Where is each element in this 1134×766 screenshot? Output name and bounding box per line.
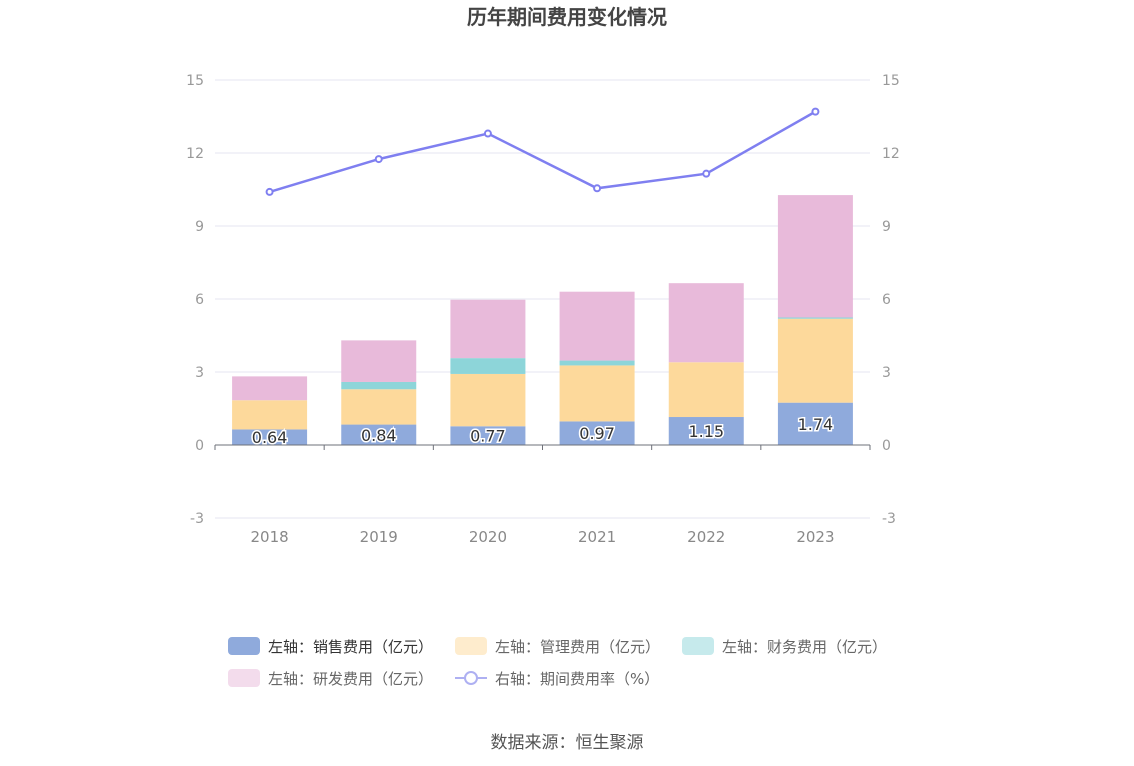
bar-segment xyxy=(559,291,635,361)
expense-rate-point xyxy=(374,155,383,164)
expense-rate-point xyxy=(483,129,492,138)
x-tick-label: 2020 xyxy=(469,528,507,546)
x-tick-label: 2023 xyxy=(796,528,834,546)
legend: 左轴：销售费用（亿元） 左轴：管理费用（亿元） 左轴：财务费用（亿元） 左轴：研… xyxy=(228,630,928,694)
legend-label-expense-rate: 右轴：期间费用率（%） xyxy=(495,669,660,688)
expense-rate-point xyxy=(593,184,602,193)
x-tick-label: 2022 xyxy=(687,528,725,546)
bar-segment xyxy=(341,340,417,382)
bar-segment xyxy=(559,365,635,422)
legend-label-sales: 左轴：销售费用（亿元） xyxy=(268,637,434,656)
legend-label-admin: 左轴：管理费用（亿元） xyxy=(495,637,661,656)
bar-segment xyxy=(450,358,526,374)
bar-segment xyxy=(559,360,635,366)
legend-swatch-rd xyxy=(228,669,260,687)
legend-row-2: 左轴：研发费用（亿元） 右轴：期间费用率（%） xyxy=(228,662,928,694)
y-tick-label: 15 xyxy=(186,73,204,89)
legend-swatch-sales xyxy=(228,637,260,655)
bar-segment xyxy=(341,389,417,425)
bar-segment xyxy=(668,362,744,418)
y-tick-label: 9 xyxy=(195,219,204,235)
bar-data-label: 0.64 xyxy=(252,428,288,447)
y2-tick-label: -3 xyxy=(882,511,896,527)
legend-item-admin[interactable]: 左轴：管理费用（亿元） xyxy=(455,636,660,657)
legend-label-finance: 左轴：财务费用（亿元） xyxy=(722,637,888,656)
chart-title: 历年期间费用变化情况 xyxy=(467,5,667,29)
legend-row-1: 左轴：销售费用（亿元） 左轴：管理费用（亿元） 左轴：财务费用（亿元） xyxy=(228,630,928,662)
legend-item-sales[interactable]: 左轴：销售费用（亿元） xyxy=(228,636,433,657)
legend-item-rd[interactable]: 左轴：研发费用（亿元） xyxy=(228,668,433,689)
legend-swatch-expense-rate xyxy=(455,669,488,687)
bar-data-label: 0.77 xyxy=(470,427,506,446)
y-tick-label: 12 xyxy=(186,146,204,162)
legend-item-expense-rate[interactable]: 右轴：期间费用率（%） xyxy=(455,668,659,689)
bar-segment xyxy=(232,429,308,445)
bar-segment xyxy=(668,283,744,363)
y2-tick-label: 0 xyxy=(882,438,891,454)
x-tick-label: 2019 xyxy=(360,528,398,546)
legend-swatch-finance xyxy=(682,637,715,655)
bar-segment xyxy=(450,426,526,445)
bar-data-label: 0.97 xyxy=(579,424,615,443)
bar-segment xyxy=(232,376,308,401)
bar-segment xyxy=(668,417,744,445)
legend-swatch-admin xyxy=(455,637,488,655)
data-source: 数据来源：恒生聚源 xyxy=(490,733,644,753)
bar-segment xyxy=(450,299,526,359)
bar-segment xyxy=(777,317,853,319)
y-tick-label: 3 xyxy=(195,365,204,381)
x-tick-label: 2021 xyxy=(578,528,616,546)
bar-segment xyxy=(777,318,853,403)
bar-segment xyxy=(559,421,635,445)
y2-tick-label: 15 xyxy=(882,73,900,89)
y2-tick-label: 9 xyxy=(882,219,891,235)
bar-segment xyxy=(450,373,526,427)
bar-segment xyxy=(341,381,417,390)
y-tick-label: 6 xyxy=(195,292,204,308)
bar-segment xyxy=(777,402,853,445)
legend-item-finance[interactable]: 左轴：财务费用（亿元） xyxy=(682,636,887,657)
x-tick-label: 2018 xyxy=(250,528,288,546)
bar-segment xyxy=(777,195,853,318)
expense-rate-line xyxy=(269,110,817,194)
bar-data-label: 1.15 xyxy=(688,422,724,441)
y-tick-label: 0 xyxy=(195,438,204,454)
y2-tick-label: 6 xyxy=(882,292,891,308)
expense-rate-point xyxy=(265,187,274,196)
bar-segment xyxy=(341,424,417,445)
expense-rate-point xyxy=(811,107,820,116)
y-tick-label: -3 xyxy=(190,511,204,527)
y2-tick-label: 12 xyxy=(882,146,900,162)
legend-label-rd: 左轴：研发费用（亿元） xyxy=(268,669,434,688)
bar-data-label: 0.84 xyxy=(361,426,397,445)
y2-tick-label: 3 xyxy=(882,365,891,381)
expense-rate-point xyxy=(702,169,711,178)
bar-segment xyxy=(232,400,308,430)
bar-data-label: 1.74 xyxy=(798,415,834,434)
chart-area: 历年期间费用变化情况 -3 0 3 6 9 12 15 -3 0 3 6 9 12 15 2018 2019 20… xyxy=(186,5,900,546)
